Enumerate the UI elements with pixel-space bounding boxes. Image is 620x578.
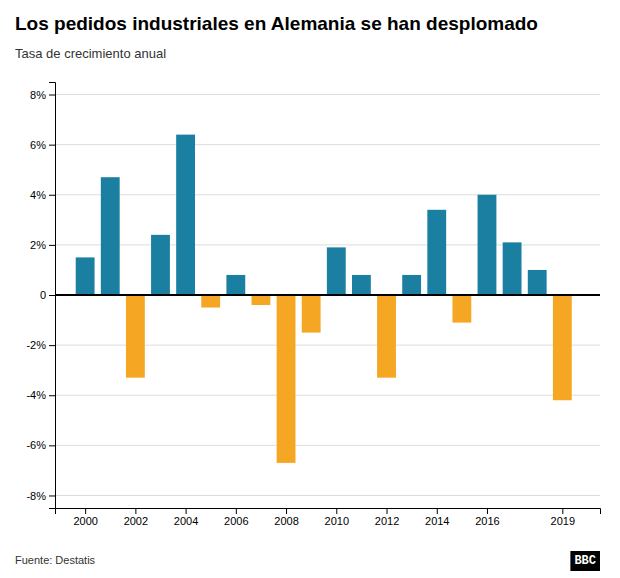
bar bbox=[452, 295, 471, 323]
grid-line bbox=[55, 495, 600, 496]
bar bbox=[76, 257, 95, 295]
y-tick: 6% bbox=[30, 139, 55, 151]
y-tick: -2% bbox=[26, 339, 55, 351]
y-tick-label: 0 bbox=[40, 289, 46, 301]
bar bbox=[327, 247, 346, 295]
x-tick-mark bbox=[135, 508, 136, 514]
y-tick-label: 2% bbox=[30, 239, 46, 251]
bar bbox=[427, 210, 446, 295]
x-tick-mark bbox=[336, 508, 337, 514]
y-tick: -6% bbox=[26, 439, 55, 451]
y-tick-mark bbox=[49, 95, 55, 96]
x-tick-label: 2019 bbox=[551, 515, 575, 527]
bar bbox=[151, 235, 170, 295]
y-tick: -4% bbox=[26, 389, 55, 401]
grid-line bbox=[55, 144, 600, 145]
footer: Fuente: Destatis bbox=[15, 554, 96, 566]
bar bbox=[226, 275, 245, 295]
x-tick: 2002 bbox=[124, 508, 148, 527]
y-tick: 8% bbox=[30, 89, 55, 101]
y-tick: -8% bbox=[26, 489, 55, 501]
x-tick-mark bbox=[437, 508, 438, 514]
y-tick-label: 6% bbox=[30, 139, 46, 151]
x-tick-label: 2008 bbox=[274, 515, 298, 527]
x-tick-label: 2010 bbox=[325, 515, 349, 527]
y-tick-label: -6% bbox=[26, 439, 46, 451]
bar bbox=[302, 295, 321, 333]
chart: Los pedidos industriales en Alemania se … bbox=[0, 0, 620, 578]
x-tick-label: 2014 bbox=[425, 515, 449, 527]
x-tick: 2014 bbox=[425, 508, 449, 527]
y-tick-mark bbox=[49, 295, 55, 296]
x-tick: 2016 bbox=[475, 508, 499, 527]
x-tick-mark bbox=[85, 508, 86, 514]
x-tick-mark bbox=[286, 508, 287, 514]
logo-text: BBC bbox=[574, 554, 596, 568]
bar bbox=[201, 295, 220, 308]
grid bbox=[55, 95, 600, 496]
y-tick-mark bbox=[49, 195, 55, 196]
y-tick-label: -8% bbox=[26, 489, 46, 501]
x-tick: 2006 bbox=[224, 508, 248, 527]
bar bbox=[377, 295, 396, 378]
y-tick-label: -2% bbox=[26, 339, 46, 351]
y-axis-line bbox=[49, 83, 56, 509]
bar bbox=[503, 242, 522, 295]
bar bbox=[528, 270, 547, 295]
x-tick-label: 2016 bbox=[475, 515, 499, 527]
x-tick-label: 2006 bbox=[224, 515, 248, 527]
x-tick-mark bbox=[236, 508, 237, 514]
y-tick-label: -4% bbox=[26, 389, 46, 401]
x-tick-mark bbox=[186, 508, 187, 514]
x-tick: 2010 bbox=[325, 508, 349, 527]
x-tick-label: 2004 bbox=[174, 515, 198, 527]
bar bbox=[101, 177, 120, 295]
bar bbox=[176, 135, 195, 295]
x-tick-label: 2012 bbox=[375, 515, 399, 527]
x-tick: 2004 bbox=[174, 508, 198, 527]
y-tick-mark bbox=[49, 495, 55, 496]
x-axis-line bbox=[56, 509, 601, 515]
y-tick-mark bbox=[49, 445, 55, 446]
x-tick-label: 2000 bbox=[73, 515, 97, 527]
y-tick: 2% bbox=[30, 239, 55, 251]
y-tick: 4% bbox=[30, 189, 55, 201]
x-tick-mark bbox=[487, 508, 488, 514]
plot: -8%-6%-4%-2%02%4%6%8%2000200220042006200… bbox=[26, 83, 600, 527]
y-tick-mark bbox=[49, 145, 55, 146]
title: Los pedidos industriales en Alemania se … bbox=[15, 13, 538, 34]
grid-line bbox=[55, 194, 600, 195]
bar bbox=[126, 295, 145, 378]
x-tick: 2012 bbox=[375, 508, 399, 527]
grid-line bbox=[55, 94, 600, 95]
bars bbox=[76, 135, 572, 463]
bar bbox=[277, 295, 296, 463]
logo-box bbox=[570, 551, 600, 571]
zero-line bbox=[55, 294, 600, 296]
x-tick: 2000 bbox=[73, 508, 97, 527]
y-tick: 0 bbox=[40, 289, 55, 301]
x-tick: 2008 bbox=[274, 508, 298, 527]
y-axis: -8% -6% -4% -2% 0 2% 4% 6% 8% bbox=[26, 83, 55, 509]
x-tick-label: 2002 bbox=[124, 515, 148, 527]
x-tick-mark bbox=[387, 508, 388, 514]
bar bbox=[553, 295, 572, 400]
y-tick-mark bbox=[49, 245, 55, 246]
y-tick-mark bbox=[49, 345, 55, 346]
y-tick-mark bbox=[49, 395, 55, 396]
x-tick: 2019 bbox=[551, 508, 575, 527]
logo: BBC bbox=[570, 551, 600, 571]
bar bbox=[478, 195, 497, 295]
y-tick-label: 4% bbox=[30, 189, 46, 201]
grid-line bbox=[55, 295, 600, 296]
grid-line bbox=[55, 445, 600, 446]
x-tick-mark bbox=[562, 508, 563, 514]
y-tick-label: 8% bbox=[30, 89, 46, 101]
x-axis: 2000 2002 2004 2006 2008 2010 2012 2014 2016 2019 bbox=[56, 508, 601, 527]
bar bbox=[252, 295, 271, 305]
bar bbox=[352, 275, 371, 295]
bar bbox=[402, 275, 421, 295]
grid-line bbox=[55, 395, 600, 396]
subtitle: Tasa de crecimiento anual bbox=[15, 46, 166, 61]
